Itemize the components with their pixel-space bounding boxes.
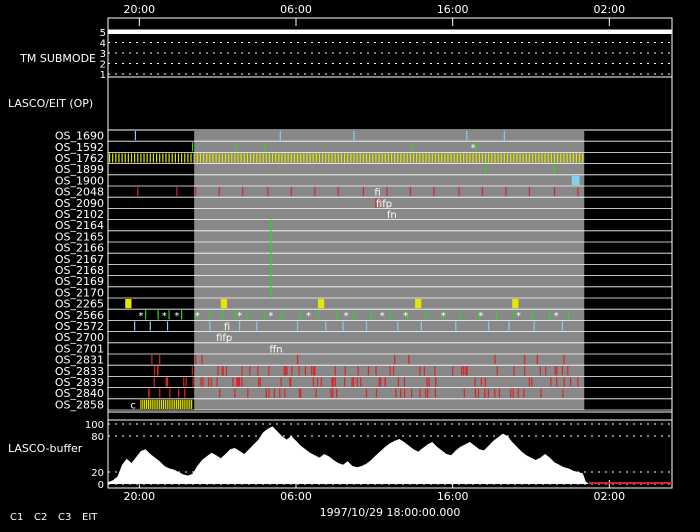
bottom-tick-label: 16:00 <box>437 490 469 503</box>
bottom-tick-label: 06:00 <box>280 490 312 503</box>
star-mark: * <box>162 311 167 322</box>
row-label: OS_2168 <box>55 264 104 277</box>
row-label: OS_2167 <box>55 253 104 266</box>
star-mark: * <box>471 143 476 154</box>
legend: C1 C2 C3 EIT <box>10 512 98 523</box>
row-label: OS_2831 <box>55 354 104 367</box>
row-label: OS_2166 <box>55 242 104 255</box>
shaded-region-rect <box>194 130 585 410</box>
buffer-ytick-label: 20 <box>91 468 104 479</box>
star-mark: * <box>306 311 311 322</box>
legend-entry: EIT <box>82 512 98 523</box>
row-label: OS_2700 <box>55 331 104 344</box>
star-mark: * <box>174 311 179 322</box>
star-mark: * <box>268 311 273 322</box>
row-label: OS_2102 <box>55 208 104 221</box>
star-mark: * <box>237 311 242 322</box>
x-axis-ticks: 20:00 20:00 06:00 06:00 16:00 16:00 02:00 02:00 <box>123 3 625 503</box>
os-rows: OS_1690OS_1592OS_1762OS_1899OS_1900OS_20… <box>55 130 672 411</box>
row-label: OS_2165 <box>55 230 104 243</box>
buffer-ytick-label: 100 <box>85 420 104 431</box>
row-label: OS_2169 <box>55 275 104 288</box>
row-label: OS_1592 <box>55 141 104 154</box>
row-label: OS_1690 <box>55 130 104 143</box>
tm-submode-label: TM SUBMODE <box>19 52 96 65</box>
row-label: OS_2701 <box>55 342 104 355</box>
buffer-label: LASCO-buffer <box>8 442 83 455</box>
row-label: OS_1900 <box>55 174 104 187</box>
buffer-area <box>108 426 589 484</box>
star-mark: * <box>554 311 559 322</box>
row-label: OS_2572 <box>55 320 104 333</box>
row-label: OS_2840 <box>55 387 104 400</box>
row-label: OS_2839 <box>55 376 104 389</box>
shaded-region <box>194 130 585 410</box>
row-label: OS_2265 <box>55 298 104 311</box>
star-mark: * <box>195 311 200 322</box>
legend-entry: C2 <box>34 512 47 523</box>
row-label: OS_1899 <box>55 163 104 176</box>
x-axis-title: 1997/10/29 18:00:00.000 <box>320 506 461 519</box>
star-mark: c <box>130 400 136 411</box>
legend-entry: C1 <box>10 512 23 523</box>
buffer-ytick-label: 0 <box>98 480 104 491</box>
event-block <box>415 299 422 309</box>
section-label: LASCO/EIT (OP) <box>8 97 93 110</box>
tm-submode-level-label: 5 <box>100 28 106 39</box>
top-tick-label: 16:00 <box>437 3 469 16</box>
row-label: OS_2566 <box>55 309 104 322</box>
event-annotation: fifp <box>216 333 232 344</box>
top-tick-label: 02:00 <box>593 3 625 16</box>
top-tick-label: 06:00 <box>280 3 312 16</box>
row-label: OS_2170 <box>55 286 104 299</box>
star-mark: * <box>344 311 349 322</box>
event-block <box>571 175 580 185</box>
row-label: OS_2048 <box>55 186 104 199</box>
event-annotation: fifp <box>376 199 392 210</box>
buffer-ytick-label: 80 <box>91 432 104 443</box>
event-block <box>512 299 519 309</box>
tm-submode-level-label: 4 <box>100 39 106 50</box>
event-block <box>125 299 132 309</box>
star-mark: * <box>441 311 446 322</box>
bottom-tick-label: 20:00 <box>123 490 155 503</box>
tm-submode-level-label: 2 <box>100 60 106 71</box>
row-label: OS_2833 <box>55 365 104 378</box>
event-annotation: ffn <box>269 344 282 355</box>
tm-submode-level-label: 3 <box>100 49 106 60</box>
event-annotation: fi <box>374 188 380 199</box>
event-block <box>220 299 228 309</box>
star-mark: * <box>403 311 408 322</box>
star-mark: * <box>380 311 385 322</box>
legend-entry: C3 <box>58 512 71 523</box>
row-label: OS_1762 <box>55 152 104 165</box>
bottom-tick-label: 02:00 <box>593 490 625 503</box>
row-label: OS_2090 <box>55 197 104 210</box>
star-mark: * <box>478 311 483 322</box>
row-label: OS_2858 <box>55 398 104 411</box>
star-mark: * <box>516 311 521 322</box>
event-annotation: fi <box>224 322 230 333</box>
star-mark: * <box>138 311 143 322</box>
event-block <box>317 299 325 309</box>
event-annotation: fn <box>387 210 397 221</box>
tm-submode-level-label: 1 <box>100 70 106 81</box>
row-label: OS_2164 <box>55 219 104 232</box>
top-tick-label: 20:00 <box>123 3 155 16</box>
